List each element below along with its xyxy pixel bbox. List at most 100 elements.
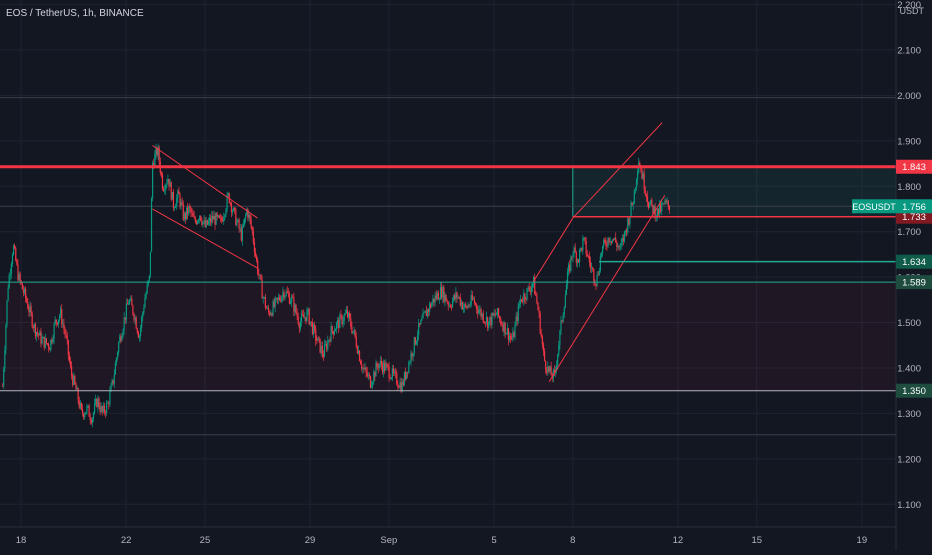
candle-body xyxy=(535,294,537,296)
candle-body xyxy=(508,336,511,341)
currency-label: USDT xyxy=(899,6,925,16)
candle-body xyxy=(379,360,381,365)
candle-body xyxy=(586,253,588,256)
candle-body xyxy=(354,329,356,337)
candle-body xyxy=(515,316,517,325)
candle-body xyxy=(318,337,320,339)
candle-body xyxy=(288,294,291,304)
candle-body xyxy=(49,348,51,351)
price-tick-label: 1.900 xyxy=(897,136,921,147)
price-tick-label: 2.000 xyxy=(897,91,921,102)
candle-body xyxy=(402,381,404,385)
candle-body xyxy=(242,224,245,227)
candle-body xyxy=(468,305,470,307)
candle-body xyxy=(573,247,575,255)
candle-body xyxy=(310,321,312,323)
candle-body xyxy=(540,333,542,337)
candle-body xyxy=(547,366,549,373)
candle-body xyxy=(429,303,431,312)
candle-body xyxy=(119,336,121,343)
candle-body xyxy=(219,217,222,219)
trendline-wedge-lower[interactable] xyxy=(152,208,258,269)
level-tag-label: 1.589 xyxy=(902,278,926,289)
candle-body xyxy=(192,212,194,217)
candle-body xyxy=(322,354,325,357)
candle-body xyxy=(350,318,352,327)
candle-body xyxy=(409,362,411,363)
candle-body xyxy=(511,337,513,340)
candle-body xyxy=(599,256,601,271)
level-tag[interactable] xyxy=(896,159,932,174)
candle-body xyxy=(597,274,599,276)
candle-body xyxy=(297,316,299,324)
candle-body xyxy=(220,217,223,220)
candle-body xyxy=(633,189,635,204)
candle-body xyxy=(5,324,7,351)
candle-body xyxy=(100,406,102,412)
level-tag[interactable] xyxy=(896,254,932,269)
candle-body xyxy=(542,344,545,352)
candle-body xyxy=(407,371,409,373)
candle-body xyxy=(23,288,26,293)
candle-body xyxy=(307,309,309,311)
candle-body xyxy=(236,221,238,226)
candle-body xyxy=(123,317,125,331)
candle-body xyxy=(246,209,248,215)
candle-body xyxy=(503,322,505,332)
candle-body xyxy=(48,344,50,349)
candle-body xyxy=(42,336,44,339)
candle-body xyxy=(513,332,515,337)
price-levels[interactable] xyxy=(0,165,896,392)
price-tick-label: 1.300 xyxy=(897,409,921,420)
candle-body xyxy=(632,203,634,205)
candle-body xyxy=(38,333,40,336)
candle-body xyxy=(247,209,249,218)
candle-body xyxy=(583,237,585,239)
candle-body xyxy=(435,295,437,299)
trendline-channel-start-upper[interactable] xyxy=(532,217,574,282)
trendline-wedge-upper[interactable] xyxy=(152,144,258,219)
candle-body xyxy=(574,247,576,253)
candle-body xyxy=(54,319,56,325)
trendline-channel-upper[interactable] xyxy=(572,122,663,219)
candle-body xyxy=(645,194,647,197)
candle-body xyxy=(456,292,458,298)
candle-body xyxy=(79,403,81,408)
candle-body xyxy=(201,220,203,225)
level-tag[interactable] xyxy=(896,383,932,398)
candle-body xyxy=(86,405,88,412)
time-axis[interactable]: 18 22 25 29 Sep 5 8 12 15 19 xyxy=(0,526,896,546)
candle-body xyxy=(460,302,462,306)
candle-body xyxy=(562,314,564,322)
candle-body xyxy=(302,314,304,315)
candle-body xyxy=(314,324,316,329)
time-tick-label: 22 xyxy=(121,535,132,546)
candle-body xyxy=(642,173,644,179)
candle-body xyxy=(218,215,221,218)
candle-body xyxy=(610,241,612,243)
candle-body xyxy=(588,256,591,262)
price-axis[interactable]: 2.2002.1002.0001.9001.8001.7001.6001.500… xyxy=(852,0,932,550)
last-price-tag[interactable] xyxy=(896,199,932,214)
candle-body xyxy=(454,295,456,299)
candle-body xyxy=(273,301,275,307)
drawings[interactable] xyxy=(152,122,666,382)
candle-body xyxy=(617,246,619,247)
candle-body xyxy=(283,292,285,298)
candle-body xyxy=(18,273,20,281)
candle-body xyxy=(251,226,253,231)
symbol-title[interactable]: EOS / TetherUS, 1h, BINANCE xyxy=(6,8,144,19)
candle-body xyxy=(369,376,372,388)
trendline-channel-lower[interactable] xyxy=(548,195,666,382)
symbol-tag[interactable] xyxy=(852,199,896,214)
candle-body xyxy=(76,388,78,390)
candle-body xyxy=(137,332,139,338)
candle-body xyxy=(480,309,482,317)
level-tag[interactable] xyxy=(896,275,932,290)
candle-body xyxy=(204,220,206,227)
candle-body xyxy=(546,369,548,373)
candle-body xyxy=(116,352,119,358)
time-tick-label: 18 xyxy=(16,535,27,546)
